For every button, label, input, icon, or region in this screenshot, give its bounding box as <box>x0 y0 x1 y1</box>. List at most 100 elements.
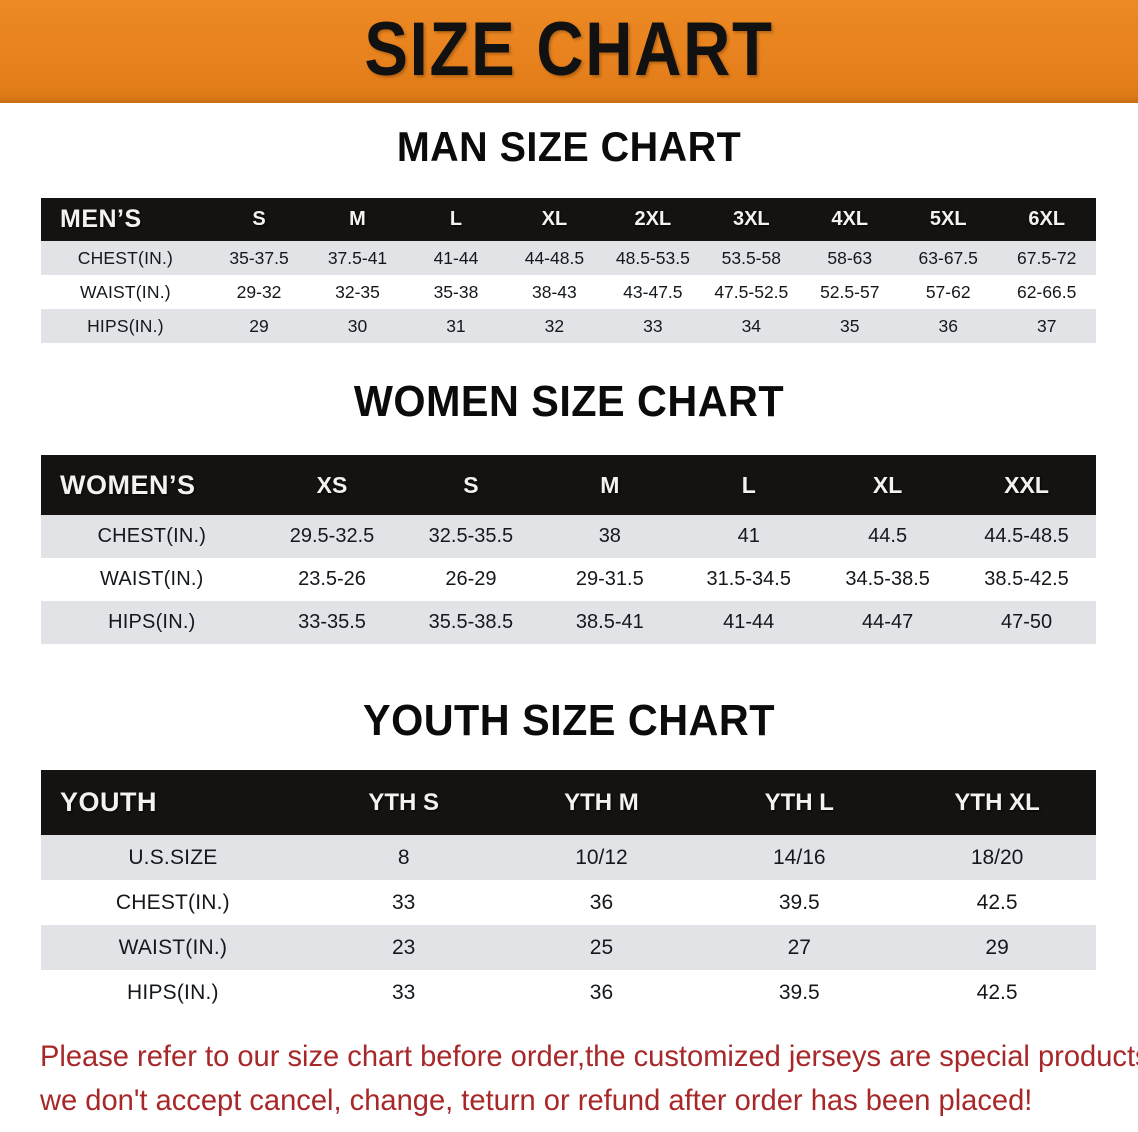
man-row-label: HIPS(IN.) <box>41 309 210 343</box>
women-table-body: CHEST(IN.) 29.5-32.5 32.5-35.5 38 41 44.5 44.5… <box>41 515 1096 644</box>
youth-cell: 8 <box>304 835 503 880</box>
man-column-header-5xl: 5XL <box>898 198 998 241</box>
man-cell: 47.5-52.5 <box>702 275 801 309</box>
man-table-row: CHEST(IN.) 35-37.5 37.5-41 41-44 44-48.5 48.5… <box>41 241 1096 275</box>
women-column-header-xl: XL <box>818 455 958 515</box>
man-cell: 37 <box>997 309 1096 343</box>
youth-column-header-yth-l: YTH L <box>700 770 899 835</box>
man-cell: 67.5-72 <box>997 241 1096 275</box>
man-column-header-2xl: 2XL <box>603 198 703 241</box>
man-cell: 58-63 <box>800 241 899 275</box>
youth-cell: 23 <box>304 925 503 970</box>
youth-column-header-yth-xl: YTH XL <box>898 770 1096 835</box>
youth-cell: 27 <box>700 925 899 970</box>
man-cell: 35-38 <box>406 275 506 309</box>
youth-cell: 36 <box>502 880 701 925</box>
men-table-header-row: MEN’S S M L XL 2XL 3XL 4XL 5XL 6XL <box>41 198 1096 241</box>
women-cell: 38 <box>540 515 680 558</box>
order-policy-note-line-1: Please refer to our size chart before or… <box>40 1040 1138 1073</box>
women-cell: 41 <box>679 515 819 558</box>
man-cell: 62-66.5 <box>997 275 1096 309</box>
man-cell: 31 <box>406 309 506 343</box>
women-cell: 26-29 <box>401 558 541 601</box>
women-column-header-xxl: XXL <box>957 455 1096 515</box>
women-cell: 44.5 <box>818 515 958 558</box>
youth-cell: 25 <box>502 925 701 970</box>
women-cell: 44.5-48.5 <box>957 515 1096 558</box>
youth-column-header-yth-s: YTH S <box>304 770 503 835</box>
youth-table-row: U.S.SIZE 8 10/12 14/16 18/20 <box>41 835 1096 880</box>
women-column-header-m: M <box>540 455 680 515</box>
man-cell: 33 <box>603 309 703 343</box>
women-table-header-row: WOMEN’S XS S M L XL XXL <box>41 455 1096 515</box>
section-title-women: WOMEN SIZE CHART <box>353 377 785 426</box>
man-cell: 53.5-58 <box>702 241 801 275</box>
man-cell: 35 <box>800 309 899 343</box>
youth-cell: 39.5 <box>700 880 899 925</box>
youth-column-header-yth-m: YTH M <box>502 770 701 835</box>
men-corner-label: MEN’S <box>41 198 210 241</box>
man-column-header-s: S <box>209 198 309 241</box>
section-title-youth: YOUTH SIZE CHART <box>363 696 775 745</box>
youth-table-header-row: YOUTH YTH S YTH M YTH L YTH XL <box>41 770 1096 835</box>
women-row-label: HIPS(IN.) <box>41 601 263 644</box>
man-cell: 41-44 <box>406 241 506 275</box>
youth-cell: 33 <box>304 880 503 925</box>
men-table-body: CHEST(IN.) 35-37.5 37.5-41 41-44 44-48.5 48.5… <box>41 241 1096 343</box>
women-cell: 35.5-38.5 <box>401 601 541 644</box>
youth-cell: 42.5 <box>898 880 1096 925</box>
man-column-header-6xl: 6XL <box>997 198 1096 241</box>
youth-table-row: HIPS(IN.) 33 36 39.5 42.5 <box>41 970 1096 1015</box>
man-table-row: HIPS(IN.) 29 30 31 32 33 34 35 36 37 <box>41 309 1096 343</box>
women-corner-label: WOMEN’S <box>41 455 263 515</box>
men-size-table: MEN’S S M L XL 2XL 3XL 4XL 5XL 6XL CHEST(IN.) 35-… <box>41 198 1096 343</box>
women-cell: 34.5-38.5 <box>818 558 958 601</box>
women-cell: 32.5-35.5 <box>401 515 541 558</box>
order-policy-note-line-2: we don't accept cancel, change, teturn o… <box>40 1084 1033 1117</box>
man-cell: 32-35 <box>308 275 407 309</box>
women-column-header-l: L <box>679 455 819 515</box>
women-cell: 29-31.5 <box>540 558 680 601</box>
women-cell: 38.5-42.5 <box>957 558 1096 601</box>
women-cell: 44-47 <box>818 601 958 644</box>
man-cell: 30 <box>308 309 407 343</box>
youth-cell: 33 <box>304 970 503 1015</box>
youth-cell: 18/20 <box>898 835 1096 880</box>
youth-table-body: U.S.SIZE 8 10/12 14/16 18/20 CHEST(IN.) 33 36 39… <box>41 835 1096 1015</box>
order-policy-note: Please refer to our size chart before or… <box>40 1035 1138 1123</box>
women-column-header-xs: XS <box>262 455 402 515</box>
women-cell: 31.5-34.5 <box>679 558 819 601</box>
women-cell: 41-44 <box>679 601 819 644</box>
youth-table-row: CHEST(IN.) 33 36 39.5 42.5 <box>41 880 1096 925</box>
man-column-header-4xl: 4XL <box>800 198 899 241</box>
youth-corner-label: YOUTH <box>41 770 305 835</box>
man-cell: 52.5-57 <box>800 275 899 309</box>
youth-cell: 10/12 <box>502 835 701 880</box>
youth-table-row: WAIST(IN.) 23 25 27 29 <box>41 925 1096 970</box>
youth-size-table: YOUTH YTH S YTH M YTH L YTH XL U.S.SIZE 8 10/… <box>41 770 1096 1015</box>
women-column-header-s: S <box>401 455 541 515</box>
man-cell: 34 <box>702 309 801 343</box>
man-cell: 48.5-53.5 <box>603 241 703 275</box>
man-cell: 32 <box>505 309 604 343</box>
youth-cell: 39.5 <box>700 970 899 1015</box>
women-cell: 38.5-41 <box>540 601 680 644</box>
man-cell: 29-32 <box>209 275 309 309</box>
man-cell: 63-67.5 <box>898 241 998 275</box>
man-cell: 38-43 <box>505 275 604 309</box>
youth-cell: 36 <box>502 970 701 1015</box>
youth-cell: 14/16 <box>700 835 899 880</box>
women-cell: 47-50 <box>957 601 1096 644</box>
women-table-row: WAIST(IN.) 23.5-26 26-29 29-31.5 31.5-34.5 34… <box>41 558 1096 601</box>
youth-row-label: CHEST(IN.) <box>41 880 305 925</box>
man-table-row: WAIST(IN.) 29-32 32-35 35-38 38-43 43-47.5 47.… <box>41 275 1096 309</box>
man-row-label: WAIST(IN.) <box>41 275 210 309</box>
women-cell: 29.5-32.5 <box>262 515 402 558</box>
section-title-man: MAN SIZE CHART <box>396 123 742 170</box>
man-row-label: CHEST(IN.) <box>41 241 210 275</box>
women-table-row: CHEST(IN.) 29.5-32.5 32.5-35.5 38 41 44.5 44.5… <box>41 515 1096 558</box>
man-cell: 29 <box>209 309 309 343</box>
women-table-row: HIPS(IN.) 33-35.5 35.5-38.5 38.5-41 41-44 44-… <box>41 601 1096 644</box>
man-column-header-xl: XL <box>505 198 604 241</box>
women-cell: 23.5-26 <box>262 558 402 601</box>
